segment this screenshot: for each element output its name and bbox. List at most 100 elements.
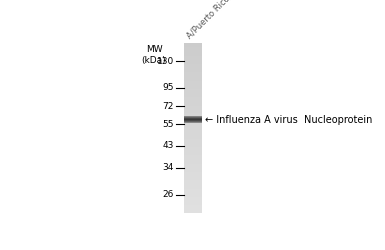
Bar <box>184 160 202 161</box>
Bar <box>184 199 202 200</box>
Bar <box>184 132 202 133</box>
Text: 72: 72 <box>163 102 174 110</box>
Bar <box>184 61 202 62</box>
Bar <box>184 77 202 78</box>
Bar <box>184 65 202 66</box>
Bar <box>184 92 202 93</box>
Bar <box>184 192 202 193</box>
Bar <box>184 159 202 160</box>
Bar <box>184 56 202 57</box>
Bar <box>184 96 202 97</box>
Bar <box>184 45 202 46</box>
Bar <box>184 70 202 71</box>
Bar <box>184 60 202 61</box>
Text: ← Influenza A virus  Nucleoprotein: ← Influenza A virus Nucleoprotein <box>205 114 372 124</box>
Bar <box>184 180 202 181</box>
Bar <box>184 74 202 75</box>
Bar <box>184 82 202 83</box>
Bar <box>184 155 202 156</box>
Bar <box>184 90 202 91</box>
Bar <box>184 136 202 137</box>
Bar <box>184 144 202 145</box>
Bar <box>184 58 202 59</box>
Bar <box>184 177 202 178</box>
Bar <box>184 78 202 79</box>
Bar <box>184 46 202 47</box>
Bar <box>184 131 202 132</box>
Bar <box>184 142 202 143</box>
Bar <box>184 73 202 74</box>
Text: MW
(kDa): MW (kDa) <box>142 46 166 65</box>
Bar <box>184 122 202 123</box>
Bar <box>184 135 202 136</box>
Bar <box>184 162 202 163</box>
Text: 55: 55 <box>162 120 174 129</box>
Bar <box>184 98 202 99</box>
Bar <box>184 157 202 158</box>
Bar <box>184 134 202 135</box>
Bar <box>184 130 202 131</box>
Bar <box>184 71 202 72</box>
Bar <box>184 99 202 100</box>
Text: 26: 26 <box>163 190 174 199</box>
Bar <box>184 203 202 204</box>
Bar <box>184 69 202 70</box>
Bar <box>184 211 202 212</box>
Bar <box>184 178 202 179</box>
Bar <box>184 138 202 139</box>
Bar <box>184 165 202 166</box>
Bar <box>184 141 202 142</box>
Bar <box>184 87 202 88</box>
Bar <box>184 146 202 147</box>
Bar <box>184 76 202 77</box>
Bar <box>184 72 202 73</box>
Bar <box>184 173 202 174</box>
Bar <box>184 171 202 172</box>
Bar <box>184 114 202 115</box>
Bar <box>184 119 202 120</box>
Bar <box>184 112 202 113</box>
Bar <box>184 210 202 211</box>
Bar <box>184 189 202 190</box>
Bar <box>184 107 202 108</box>
Bar <box>184 94 202 95</box>
Bar <box>184 110 202 111</box>
Bar <box>184 108 202 109</box>
Bar <box>184 193 202 194</box>
Bar <box>184 204 202 205</box>
Bar <box>184 167 202 168</box>
Text: A/Puerto Rico/8/34(H1N1): A/Puerto Rico/8/34(H1N1) <box>185 0 268 40</box>
Bar <box>184 89 202 90</box>
Bar <box>184 57 202 58</box>
Bar <box>184 201 202 202</box>
Bar <box>184 147 202 148</box>
Bar <box>184 168 202 169</box>
Bar <box>184 64 202 65</box>
Bar <box>184 97 202 98</box>
Bar <box>184 186 202 187</box>
Bar <box>184 154 202 155</box>
Bar <box>184 205 202 206</box>
Bar <box>184 175 202 176</box>
Bar <box>184 47 202 48</box>
Bar <box>184 137 202 138</box>
Bar <box>184 80 202 81</box>
Bar <box>184 202 202 203</box>
Bar <box>184 126 202 127</box>
Bar <box>184 103 202 104</box>
Bar <box>184 194 202 195</box>
Bar <box>184 158 202 159</box>
Bar <box>184 54 202 55</box>
Bar <box>184 52 202 53</box>
Bar <box>184 104 202 105</box>
Bar <box>184 68 202 69</box>
Bar <box>184 79 202 80</box>
Bar <box>184 174 202 175</box>
Bar <box>184 200 202 201</box>
Bar <box>184 145 202 146</box>
Bar <box>184 128 202 129</box>
Bar <box>184 66 202 67</box>
Bar <box>184 100 202 101</box>
Text: 43: 43 <box>163 141 174 150</box>
Bar <box>184 83 202 84</box>
